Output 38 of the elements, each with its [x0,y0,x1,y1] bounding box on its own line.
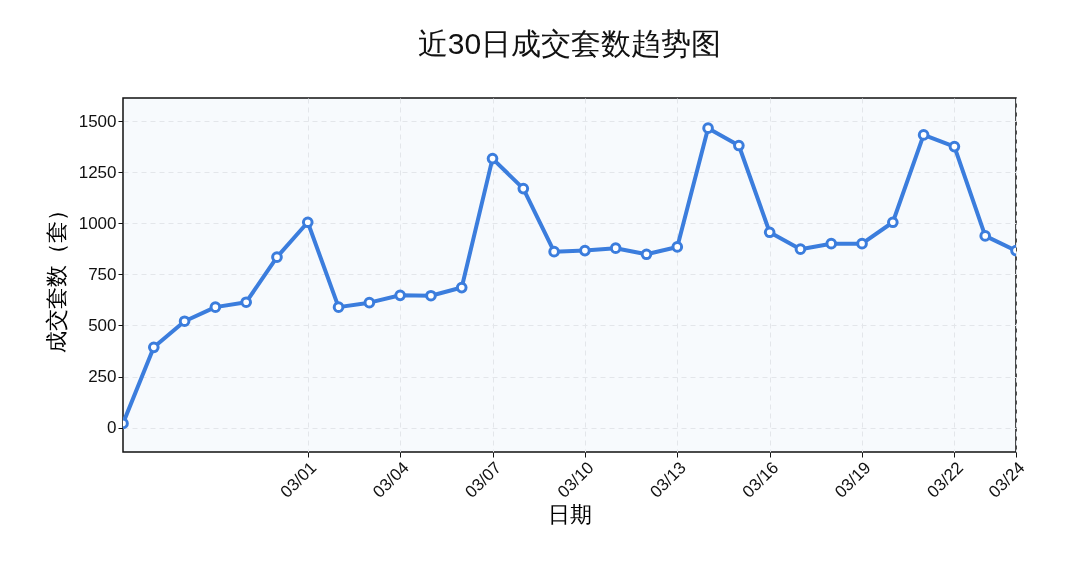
point [455,281,468,294]
point [147,341,160,354]
y-tick-label: 1000 [78,213,117,233]
point [948,140,961,153]
point [671,241,684,253]
point [609,242,622,254]
y-tick-label: 750 [88,264,117,284]
point [579,244,591,257]
y-tick-label: 250 [88,367,117,387]
point [763,226,776,239]
point [486,152,499,165]
point [702,122,714,135]
y-tick-label: 0 [107,418,117,438]
point [856,237,868,250]
y-tick-label: 1250 [78,162,117,182]
point [917,129,930,141]
point [979,230,992,242]
point [548,245,560,258]
point [825,237,838,250]
point [178,315,191,328]
point [271,251,283,263]
point [887,216,899,229]
point [240,296,252,309]
point [733,139,745,152]
point [332,301,345,313]
point [425,289,437,302]
point [517,182,530,195]
point [301,216,314,229]
y-tick-label: 500 [88,316,117,335]
point [640,248,653,261]
chart-title: 近30日成交套数趋势图 [417,27,722,60]
y-tick-label: 1500 [78,111,117,131]
y-axis-title: 成交套数（套） [43,198,69,353]
point [209,301,222,313]
point [794,243,807,256]
point [363,296,376,309]
x-axis-title: 日期 [548,501,592,527]
point [394,289,406,302]
